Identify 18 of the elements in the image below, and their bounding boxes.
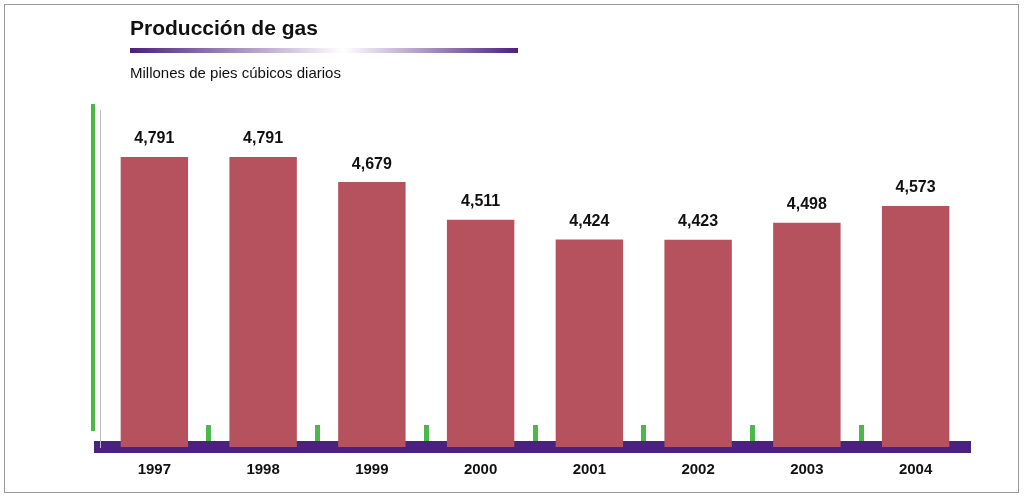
x-tick-label: 2004 [898,460,933,478]
data-label: 4,424 [569,211,610,229]
data-label: 4,679 [351,154,392,172]
x-tick-label: 2000 [463,460,498,478]
data-label: 4,498 [786,195,827,213]
data-label: 4,573 [895,178,936,196]
x-tick-label: 1999 [355,460,389,478]
data-label: 4,791 [243,129,284,147]
x-tick-label: 2003 [790,460,824,478]
x-tick-label: 1997 [137,460,172,478]
x-tick-label: 2002 [681,460,715,478]
chart-title: Producción de gas [130,16,318,40]
data-label: 4,423 [678,212,719,230]
chart-subtitle: Millones de pies cúbicos diarios [130,64,341,81]
data-label: 4,511 [461,192,501,210]
x-tick-label: 1998 [246,460,280,478]
data-label: 4,791 [134,129,175,147]
x-tick-label: 2001 [572,460,607,478]
